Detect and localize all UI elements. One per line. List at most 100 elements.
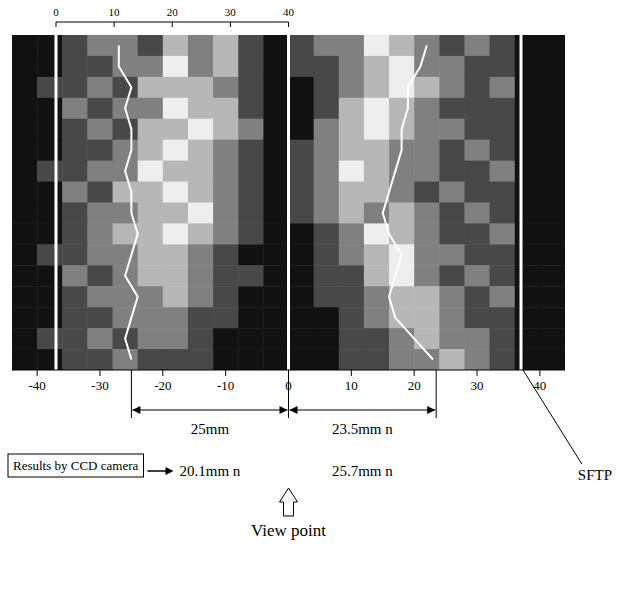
cell [464,119,490,140]
cell [439,223,465,244]
cell [364,223,390,244]
cell [62,223,88,244]
cell [62,286,88,307]
cell [389,328,415,349]
cell [289,203,315,224]
cell [163,349,189,370]
x-tick [539,370,540,376]
cell [389,35,415,56]
cell [87,119,113,140]
x-tick [225,370,226,376]
cell [289,307,315,328]
cell [213,307,239,328]
cell [188,35,214,56]
cell [490,56,516,77]
cell [37,244,63,265]
x-tick-label: -10 [217,378,234,393]
cell [364,35,390,56]
cell [364,307,390,328]
cell [389,98,415,119]
cell [289,119,315,140]
cell [87,161,113,182]
cell [339,307,365,328]
cell [138,35,164,56]
cell [238,286,264,307]
cell [414,244,440,265]
x-tick-label: -20 [154,378,171,393]
cell [138,328,164,349]
cell [515,223,541,244]
cell [439,161,465,182]
cell [339,98,365,119]
cell [414,328,440,349]
cell [339,203,365,224]
cell [439,140,465,161]
cell [414,98,440,119]
cell [62,265,88,286]
cell [213,161,239,182]
cell [188,182,214,203]
x-tick [37,370,38,376]
cell [464,56,490,77]
cell [87,286,113,307]
ccd-box-label: Results by CCD camera [13,458,139,473]
cell [163,307,189,328]
view-point-label: View point [251,521,326,540]
cell [314,77,340,98]
cell [314,203,340,224]
cell [314,328,340,349]
cell [439,182,465,203]
cell [263,203,289,224]
dimension-extent [436,370,437,418]
cell [414,77,440,98]
cell [540,98,565,119]
cell [364,349,390,370]
cell [414,286,440,307]
cell [314,140,340,161]
cell [490,265,516,286]
dimension-line [132,410,287,411]
cell [62,161,88,182]
cell [364,98,390,119]
cell [163,161,189,182]
cell [364,265,390,286]
cell [113,349,139,370]
cell [37,35,63,56]
cell [62,182,88,203]
cell [188,349,214,370]
cell [62,203,88,224]
cell [213,56,239,77]
cell [490,203,516,224]
cell [238,35,264,56]
cell [87,223,113,244]
cell [339,35,365,56]
top-tick-label: 20 [167,6,179,18]
cell [12,119,38,140]
cell [138,182,164,203]
cell [238,77,264,98]
cell [62,77,88,98]
cell [289,35,315,56]
cell [464,182,490,203]
x-tick [351,370,352,376]
cell [62,98,88,119]
dimension-label: 25mm [191,421,230,437]
cell [87,328,113,349]
cell [163,265,189,286]
cell [289,98,315,119]
cell [490,119,516,140]
cell [62,35,88,56]
cell [213,203,239,224]
cell [289,223,315,244]
cell [464,307,490,328]
cell [540,182,565,203]
cell [540,77,565,98]
cell [540,56,565,77]
dimension-label: 23.5mm n [332,421,393,437]
cell [163,286,189,307]
cell [339,286,365,307]
dimension-line [290,410,436,411]
cell [515,328,541,349]
cell [37,140,63,161]
cell [138,223,164,244]
